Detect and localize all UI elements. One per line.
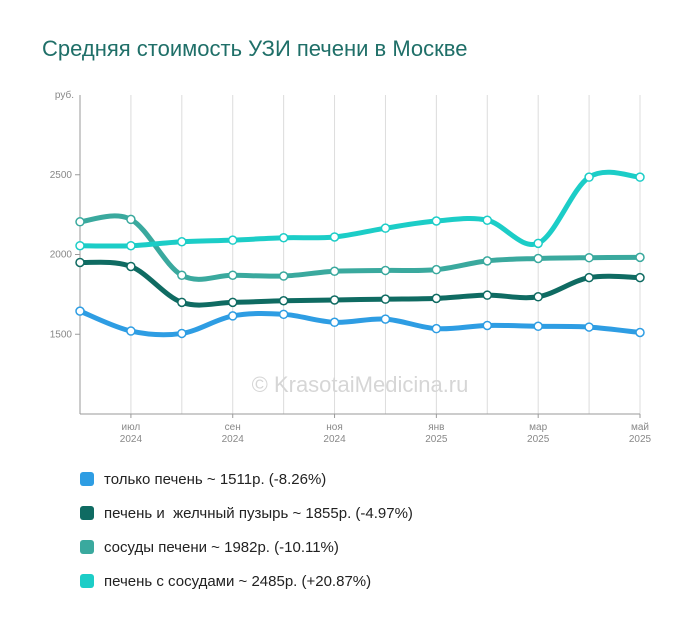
x-tick-month-label: мар [529, 422, 547, 433]
data-point [227, 270, 238, 280]
legend-item-liver-vessels[interactable]: сосуды печени ~ 1982р. (-10.11%) [80, 530, 413, 564]
legend-swatch [80, 506, 94, 520]
x-tick-year-label: 2024 [120, 434, 143, 445]
x-tick-year-label: 2025 [527, 434, 550, 445]
x-tick-month-label: янв [428, 422, 444, 433]
legend-swatch [80, 574, 94, 588]
line-chart: 150020002500руб.июл2024сен2024ноя2024янв… [50, 89, 652, 445]
legend-label: печень и желчный пузырь ~ 1855р. (-4.97%… [104, 504, 413, 522]
data-point [482, 256, 493, 266]
data-point [329, 266, 340, 276]
data-point [177, 328, 187, 339]
data-point [329, 295, 340, 305]
y-axis-unit-label: руб. [55, 89, 74, 101]
data-point [431, 216, 442, 226]
chart-legend: только печень ~ 1511р. (-8.26%) печень и… [80, 462, 413, 598]
data-point [380, 223, 391, 233]
data-point [75, 240, 85, 251]
series-line-0 [77, 308, 643, 338]
data-point [177, 236, 187, 247]
data-point [482, 215, 493, 225]
x-tick-year-label: 2025 [629, 434, 652, 445]
legend-label: печень с сосудами ~ 2485р. (+20.87%) [104, 572, 372, 590]
data-point [126, 326, 136, 336]
data-point [278, 271, 289, 281]
legend-item-liver-with-vessels[interactable]: печень с сосудами ~ 2485р. (+20.87%) [80, 564, 413, 598]
data-point [635, 252, 645, 263]
data-point [635, 272, 645, 283]
chart-title: Средняя стоимость УЗИ печени в Москве [42, 36, 468, 61]
watermark: © KrasotaiMedicina.ru [252, 372, 469, 397]
x-tick-year-label: 2025 [425, 434, 448, 445]
chart-axes: 150020002500руб.июл2024сен2024ноя2024янв… [50, 89, 652, 445]
data-point [584, 172, 594, 182]
data-point [278, 309, 289, 320]
data-point [533, 321, 543, 332]
legend-swatch [80, 472, 94, 486]
data-point [533, 238, 543, 249]
data-point [278, 233, 289, 243]
series-line-3 [77, 169, 643, 249]
legend-label: только печень ~ 1511р. (-8.26%) [104, 470, 327, 488]
data-point [126, 240, 136, 251]
x-tick-year-label: 2024 [222, 434, 245, 445]
data-point [482, 320, 493, 331]
data-point [431, 323, 442, 334]
data-point [533, 253, 543, 264]
x-tick-month-label: май [631, 422, 649, 433]
data-point [635, 327, 645, 338]
x-tick-month-label: июл [122, 422, 141, 433]
x-tick-month-label: сен [225, 422, 241, 433]
y-tick-label: 2000 [50, 250, 73, 261]
legend-swatch [80, 540, 94, 554]
data-point [584, 252, 594, 263]
data-point [227, 311, 238, 321]
data-point [635, 172, 645, 182]
legend-item-liver-gallbladder[interactable]: печень и желчный пузырь ~ 1855р. (-4.97%… [80, 496, 413, 530]
data-point [75, 257, 85, 268]
data-point [380, 265, 391, 276]
data-point [227, 297, 238, 308]
y-tick-label: 2500 [50, 170, 73, 181]
data-point [329, 317, 340, 328]
data-point [329, 232, 340, 242]
x-tick-month-label: ноя [326, 422, 343, 433]
data-point [126, 214, 136, 225]
data-point [431, 264, 442, 275]
data-point [75, 217, 85, 227]
x-tick-year-label: 2024 [323, 434, 346, 445]
legend-label: сосуды печени ~ 1982р. (-10.11%) [104, 538, 339, 556]
data-point [431, 293, 442, 304]
data-point [584, 322, 594, 332]
data-point [177, 270, 187, 280]
data-point [380, 314, 391, 324]
chart-series [75, 169, 645, 339]
data-point [227, 235, 238, 245]
y-tick-label: 1500 [50, 329, 73, 340]
data-point [380, 294, 391, 304]
legend-item-only-liver[interactable]: только печень ~ 1511р. (-8.26%) [80, 462, 413, 496]
data-point [75, 306, 85, 316]
data-point [126, 261, 136, 272]
data-point [278, 296, 289, 306]
data-point [177, 297, 187, 308]
data-point [482, 290, 493, 300]
data-point [584, 272, 594, 283]
data-point [533, 292, 543, 302]
